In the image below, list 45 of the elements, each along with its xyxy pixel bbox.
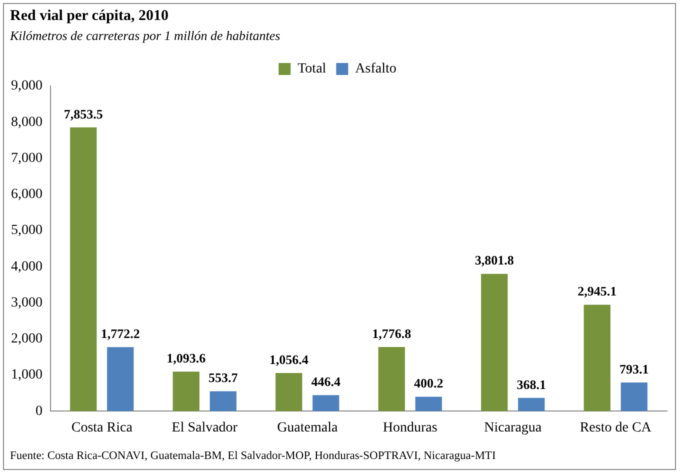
data-label: 1,776.8 xyxy=(372,326,412,341)
y-tick-label: 8,000 xyxy=(11,114,42,130)
x-tick-label: Resto de CA xyxy=(580,420,652,436)
source-note: Fuente: Costa Rica-CONAVI, Guatemala-BM, El Salvador-MOP, Honduras-SOPTRAVI, Nicaragua-MTI xyxy=(10,450,496,462)
x-tick-label: Guatemala xyxy=(277,420,338,436)
y-tick-label: 5,000 xyxy=(11,223,42,238)
chart-subtitle: Kilómetros de carreteras por 1 millón de habitantes xyxy=(10,28,280,44)
bar xyxy=(378,347,405,412)
chart-title: Red vial per cápita, 2010 xyxy=(10,8,168,25)
y-tick-label: 0 xyxy=(36,404,42,419)
y-tick-label: 4,000 xyxy=(11,259,42,274)
data-label: 793.1 xyxy=(619,361,649,376)
y-tick-label: 3,000 xyxy=(11,295,42,310)
data-label: 3,801.8 xyxy=(474,252,514,268)
y-tick-label: 1,000 xyxy=(11,368,42,383)
bar xyxy=(172,372,200,412)
data-label: 2,945.1 xyxy=(578,284,617,299)
data-label: 1,772.2 xyxy=(100,326,140,342)
bar xyxy=(210,391,236,412)
y-tick-label: 6,000 xyxy=(11,187,42,202)
legend-label: Total xyxy=(298,62,326,77)
bar xyxy=(584,304,610,412)
y-tick-label: 2,000 xyxy=(11,332,42,347)
x-tick-label: Costa Rica xyxy=(71,420,134,436)
bar xyxy=(276,373,302,412)
data-label: 446.4 xyxy=(311,374,341,389)
x-tick-label: Honduras xyxy=(382,420,438,436)
bar xyxy=(518,398,545,412)
bar xyxy=(481,274,508,412)
data-label: 1,093.6 xyxy=(166,350,206,366)
x-tick-label: El Salvador xyxy=(172,420,238,436)
bar xyxy=(312,395,340,412)
data-label: 553.7 xyxy=(208,370,238,386)
data-label: 7,853.5 xyxy=(64,106,104,122)
bar xyxy=(415,396,442,412)
y-tick-label: 7,000 xyxy=(11,150,42,166)
bar xyxy=(620,382,648,412)
bar xyxy=(70,127,97,412)
y-tick-label: 9,000 xyxy=(11,78,42,94)
bar xyxy=(107,347,134,412)
data-label: 400.2 xyxy=(414,376,444,391)
data-label: 368.1 xyxy=(516,376,546,392)
legend-label: Asfalto xyxy=(355,62,396,77)
x-tick-label: Nicaragua xyxy=(484,420,542,436)
data-label: 1,056.4 xyxy=(269,352,309,367)
